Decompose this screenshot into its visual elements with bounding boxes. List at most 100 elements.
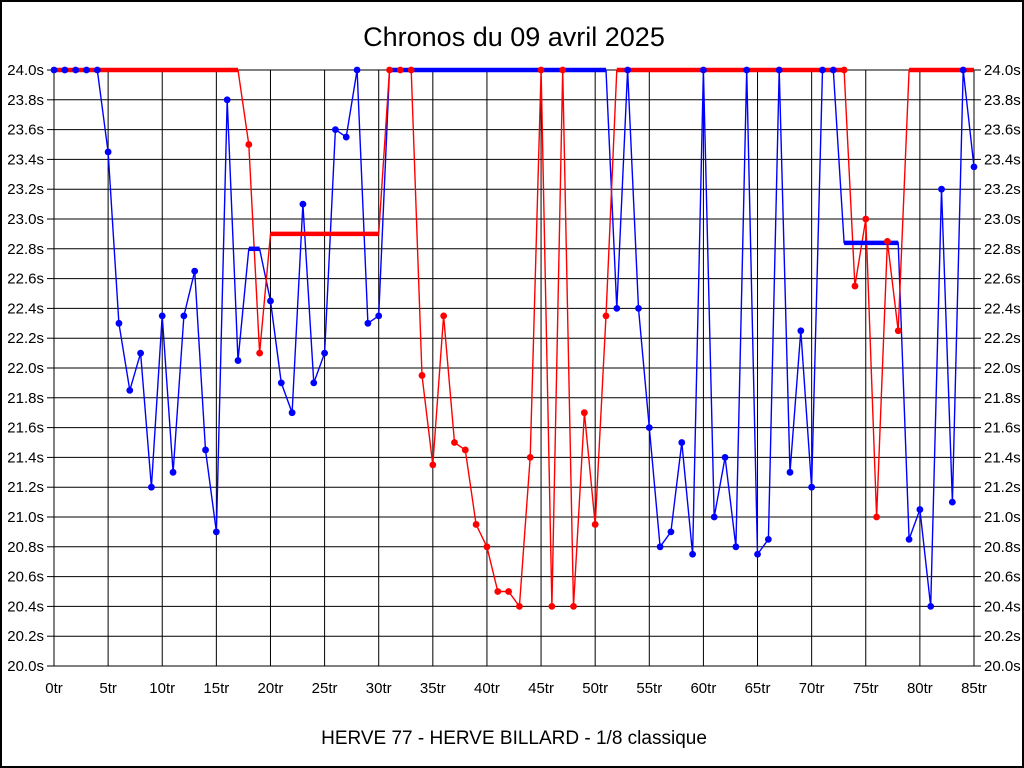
data-point-driver-red [440,312,448,320]
data-point-driver-blue [732,543,740,551]
x-axis-label: 0tr [45,680,63,697]
data-point-driver-red [559,66,567,74]
y-axis-label-right: 22.2s [984,330,1021,347]
y-axis-label-right: 21.8s [984,390,1021,407]
y-axis-label-left: 20.0s [7,658,44,675]
x-axis-label: 55tr [636,680,662,697]
data-point-driver-blue [342,133,350,141]
y-axis-label-left: 22.8s [7,241,44,258]
data-point-driver-blue [364,319,372,327]
data-point-driver-blue [332,126,339,133]
y-axis-label-right: 21.4s [984,449,1021,466]
data-point-driver-red [429,461,437,469]
data-point-driver-blue [808,483,816,491]
y-axis-label-right: 20.2s [984,628,1021,645]
data-point-driver-blue [927,603,935,610]
y-axis-label-left: 23.6s [7,122,44,139]
data-point-driver-red [862,215,870,223]
y-axis-label-left: 22.4s [7,300,44,317]
x-axis-label: 15tr [203,680,229,697]
page-title: Chronos du 09 avril 2025 [363,22,665,52]
data-point-driver-blue [645,424,653,431]
plot-area: 24.0s 24.0s 23.8s 23.8s 23.6s 23.6s 23.4s 23.4s… [7,62,1020,697]
x-axis-label: 5tr [99,680,117,697]
data-point-driver-blue [212,528,220,536]
y-axis-label-left: 20.6s [7,569,44,586]
y-axis-label-right: 23.6s [984,122,1021,139]
data-point-driver-red [472,521,480,528]
y-axis-label-left: 22.0s [7,360,44,377]
y-axis-label-left: 20.4s [7,598,44,615]
data-point-driver-red [884,237,891,245]
x-axis-label: 65tr [745,680,771,697]
data-point-driver-blue [624,66,632,74]
data-point-driver-blue [299,200,307,208]
data-point-driver-blue [93,66,101,74]
data-point-driver-red [451,439,458,446]
data-point-driver-blue [50,66,58,74]
data-point-driver-blue [310,379,318,387]
data-point-driver-blue [905,535,913,543]
data-point-driver-red [591,521,599,528]
data-point-driver-red [256,349,264,357]
data-point-driver-blue [916,506,924,513]
data-point-driver-blue [970,163,978,171]
data-point-driver-red [851,282,859,290]
data-point-driver-blue [137,349,144,357]
y-axis-label-right: 23.4s [984,151,1021,168]
data-point-driver-blue [938,185,945,193]
data-point-driver-red [483,543,491,551]
data-point-driver-blue [148,483,155,491]
y-axis-label-left: 22.2s [7,330,44,347]
data-point-driver-blue [689,550,696,558]
y-axis-label-right: 20.0s [984,658,1021,675]
data-point-driver-blue [635,305,642,312]
y-axis-label-left: 22.6s [7,271,44,288]
y-axis-label-left: 20.8s [7,539,44,556]
data-point-driver-blue [234,357,242,364]
data-point-driver-red [516,603,523,610]
y-axis-label-left: 23.4s [7,151,44,168]
data-point-driver-blue [797,327,805,335]
data-point-driver-blue [754,550,761,558]
y-axis-label-left: 20.2s [7,628,44,645]
data-point-driver-red [245,141,253,148]
data-point-driver-red [418,372,426,379]
data-point-driver-red [526,454,534,461]
y-axis-label-right: 23.2s [984,181,1021,198]
data-point-driver-blue [158,312,166,320]
y-axis-label-right: 22.6s [984,271,1021,288]
y-axis-label-left: 23.8s [7,92,44,109]
y-axis-label-left: 21.6s [7,420,44,437]
data-point-driver-blue [83,66,90,74]
data-point-driver-blue [288,409,296,417]
data-point-driver-blue [267,297,274,305]
data-point-driver-red [602,312,610,320]
data-point-driver-blue [126,386,134,394]
x-axis-label: 30tr [366,680,392,697]
data-point-driver-blue [721,454,729,461]
data-point-driver-blue [786,468,794,476]
y-axis-label-right: 22.0s [984,360,1021,377]
y-axis-label-right: 22.4s [984,300,1021,317]
y-axis-label-right: 21.0s [984,509,1021,526]
data-point-driver-red [396,66,404,74]
x-axis-label: 50tr [582,680,608,697]
data-point-driver-red [537,66,545,74]
x-axis-label: 45tr [528,680,554,697]
data-point-driver-blue [277,379,285,387]
data-point-driver-blue [169,468,177,476]
y-axis-label-left: 24.0s [7,62,44,79]
x-axis-label: 35tr [420,680,446,697]
data-point-driver-blue [180,312,188,320]
footer-race-label: HERVE 77 - HERVE BILLARD - 1/8 classique [321,728,707,749]
data-point-driver-blue [223,96,231,104]
y-axis-label-left: 23.0s [7,211,44,228]
data-point-driver-blue [743,66,751,74]
data-point-driver-blue [764,535,772,543]
y-axis-label-right: 20.6s [984,569,1021,586]
data-point-driver-red [548,603,556,610]
data-point-driver-blue [667,528,675,536]
data-point-driver-blue [72,66,80,74]
